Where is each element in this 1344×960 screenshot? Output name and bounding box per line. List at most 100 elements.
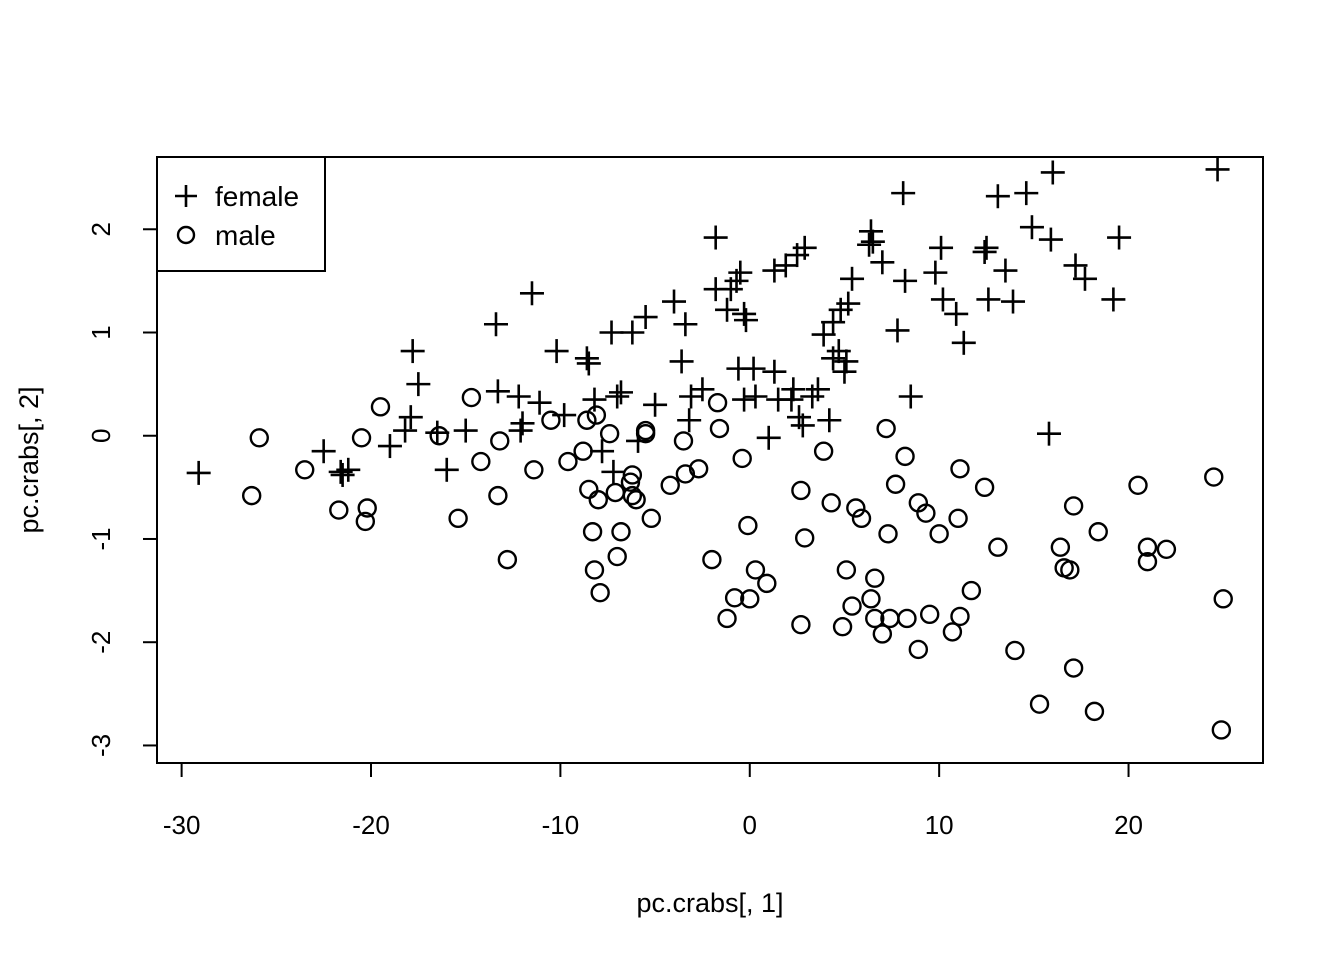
point-male — [590, 582, 610, 603]
point-female — [1038, 227, 1063, 252]
point-female — [330, 462, 355, 487]
point-male — [558, 451, 578, 472]
point-female — [779, 387, 804, 412]
point-female — [485, 379, 510, 404]
y-tick-label: -2 — [86, 631, 116, 654]
point-male — [961, 580, 982, 601]
point-female — [893, 268, 918, 293]
point-female — [817, 408, 842, 433]
point-female — [1101, 287, 1126, 312]
x-tick-label: 0 — [743, 810, 757, 840]
point-male — [1137, 537, 1158, 557]
point-male — [878, 524, 898, 544]
point-male — [950, 606, 970, 627]
point-male — [1213, 589, 1233, 609]
point-female — [929, 235, 954, 260]
point-male — [865, 568, 885, 588]
point-male — [872, 624, 893, 644]
point-male — [1060, 560, 1080, 580]
point-female — [732, 387, 757, 412]
point-male — [709, 418, 730, 439]
point-male — [675, 464, 696, 484]
point-female — [576, 351, 601, 376]
point-male — [249, 428, 269, 448]
point-female — [605, 384, 630, 409]
point-female — [972, 239, 997, 264]
point-male — [582, 522, 603, 542]
x-axis: -30 -20 -10 0 10 20 — [163, 762, 1143, 840]
legend-plus-marker — [175, 185, 197, 207]
point-female — [834, 349, 859, 374]
point-female — [951, 330, 976, 355]
point-male — [813, 441, 834, 461]
point-female — [885, 318, 910, 343]
point-female — [703, 225, 728, 250]
point-female — [985, 184, 1010, 209]
point-female — [669, 349, 694, 374]
point-male — [579, 479, 599, 500]
point-female — [732, 301, 757, 326]
point-male — [738, 515, 758, 536]
point-female — [715, 297, 740, 322]
point-male — [573, 441, 593, 461]
point-male — [622, 485, 643, 506]
point-male — [885, 474, 906, 494]
point-male — [791, 480, 811, 501]
point-male — [1029, 694, 1050, 714]
point-female — [743, 384, 768, 409]
point-female — [1040, 160, 1065, 185]
point-male — [942, 622, 963, 642]
point-male — [471, 451, 491, 472]
point-male — [916, 503, 936, 523]
point-male — [1204, 467, 1224, 487]
point-male — [895, 446, 915, 467]
point-female — [506, 384, 531, 409]
point-male — [611, 522, 631, 542]
point-male — [357, 498, 377, 518]
point-male — [974, 477, 995, 498]
point-female — [773, 253, 798, 278]
point-female — [858, 219, 883, 244]
point-female — [377, 434, 402, 459]
point-female — [186, 460, 211, 485]
point-female — [930, 287, 955, 312]
point-male — [524, 460, 544, 480]
point-female — [898, 384, 923, 409]
point-female — [574, 346, 599, 371]
point-female — [406, 372, 431, 397]
point-male — [821, 493, 841, 513]
point-male — [607, 546, 627, 567]
point-male — [1156, 539, 1177, 559]
point-female — [756, 425, 781, 450]
point-male — [832, 617, 853, 637]
point-male — [865, 608, 885, 629]
point-female — [311, 439, 336, 464]
point-female — [974, 235, 999, 260]
point-female — [1107, 225, 1132, 250]
point-male — [295, 460, 315, 480]
point-female — [733, 308, 758, 333]
point-female — [993, 258, 1018, 283]
point-male — [745, 560, 766, 580]
point-male — [1088, 522, 1108, 542]
point-male — [707, 393, 728, 413]
point-female — [944, 301, 969, 326]
point-male — [688, 459, 709, 479]
point-female — [519, 281, 544, 306]
point-female — [690, 377, 715, 402]
point-male — [355, 511, 376, 532]
point-male — [846, 498, 866, 518]
point-female — [453, 418, 478, 443]
point-male — [842, 596, 862, 616]
y-axis-label: pc.crabs[, 2] — [14, 386, 44, 533]
legend-box — [156, 156, 326, 272]
point-female — [673, 312, 698, 337]
point-male — [1063, 658, 1084, 678]
point-male — [620, 472, 641, 492]
point-female — [836, 291, 861, 316]
legend-label-male: male — [215, 220, 276, 251]
point-female — [544, 339, 569, 364]
point-male — [794, 528, 815, 548]
data-points — [186, 157, 1233, 740]
